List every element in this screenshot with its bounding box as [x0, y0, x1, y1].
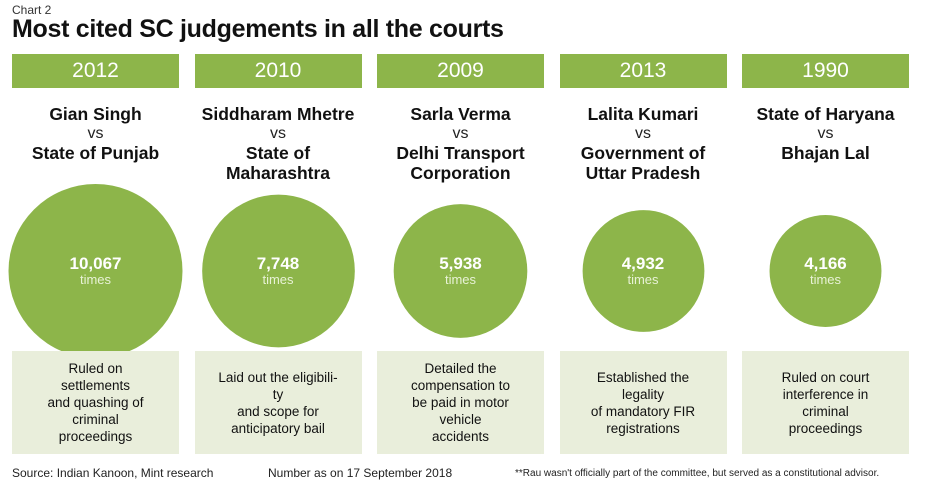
case-name: Gian Singh vs State of Punjab — [6, 104, 185, 163]
summary-line: and quashing of — [47, 395, 144, 410]
versus-label: vs — [87, 125, 104, 142]
summary-line: Ruled on — [68, 361, 123, 376]
summary-line: vehicle — [439, 412, 482, 427]
petitioner-name: State of Haryana — [756, 104, 895, 124]
judgement-column: 2010 Siddharam Mhetre vs State of Maharashtr… — [194, 54, 362, 454]
source-note: Source: Indian Kanoon, Mint research — [12, 466, 214, 480]
judgement-columns: 2012 Gian Singh vs State of Punjab 10,067 tim… — [8, 54, 909, 454]
year-label: 2010 — [194, 54, 362, 88]
summary-line: registrations — [606, 420, 680, 436]
summary-line: criminal — [802, 403, 849, 419]
respondent-name: State of Punjab — [31, 143, 160, 163]
summary-line: anticipatory bail — [231, 420, 325, 436]
summary-text: Ruled on settlements and quashing of crimin… — [21, 360, 171, 445]
summary-line: proceedings — [58, 429, 133, 444]
count-value: 5,938 — [439, 254, 482, 273]
summary-line: accidents — [431, 429, 490, 444]
bubble-svg — [201, 194, 355, 348]
summary-line: be paid in motor — [412, 395, 509, 410]
petitioner-name: Siddharam Mhetre — [201, 104, 355, 124]
citation-count: 10,067 times — [36, 254, 156, 287]
judgement-column: 2013 Lalita Kumari vs Government of Uttar Pr… — [559, 54, 727, 454]
versus-label: vs — [635, 125, 651, 142]
summary-line: interference in — [782, 386, 869, 402]
bubble-svg — [582, 210, 704, 332]
case-name: State of Haryana vs Bhajan Lal — [736, 104, 915, 163]
respondent-name: Uttar Pradesh — [585, 163, 701, 183]
footnote: **Rau wasn't officially part of the comm… — [515, 468, 880, 479]
count-value: 4,166 — [804, 254, 847, 273]
summary-line: criminal — [72, 412, 119, 427]
count-value: 7,748 — [256, 254, 300, 273]
respondent-name: Delhi Transport — [396, 143, 525, 163]
respondent-name: Bhajan Lal — [781, 143, 870, 163]
versus-label: vs — [452, 125, 469, 142]
count-unit: times — [444, 272, 477, 287]
citation-bubble — [582, 210, 704, 332]
summary-panel: Ruled on court interference in criminal pro… — [742, 351, 909, 454]
summary-panel: Laid out the eligibili-ty and scope for an… — [194, 351, 362, 454]
case-name: Sarla Verma vs Delhi Transport Corporation — [371, 104, 550, 183]
count-unit: times — [79, 272, 112, 287]
summary-line: Established the — [596, 369, 690, 385]
bubble-svg — [393, 204, 528, 338]
summary-text: Ruled on court interference in criminal pro… — [751, 369, 901, 437]
citation-bubble — [8, 184, 183, 358]
summary-text: Detailed the compensation to be paid in mo… — [386, 360, 536, 445]
summary-panel: Established the legality of mandatory FIR r… — [559, 351, 727, 454]
citation-count: 5,938 times — [401, 254, 521, 287]
count-unit: times — [262, 272, 294, 287]
versus-label: vs — [270, 125, 286, 142]
summary-line: settlements — [60, 378, 131, 393]
petitioner-name: Gian Singh — [49, 104, 142, 124]
year-label: 1990 — [742, 54, 909, 88]
versus-label: vs — [817, 125, 834, 142]
year-label: 2013 — [559, 54, 727, 88]
summary-line: legality — [621, 386, 665, 402]
judgement-column: 2012 Gian Singh vs State of Punjab 10,067 tim… — [8, 54, 183, 454]
respondent-name: State of — [245, 143, 311, 163]
summary-line: Ruled on court — [781, 369, 870, 385]
summary-panel: Detailed the compensation to be paid in mo… — [377, 351, 544, 454]
citation-bubble — [201, 194, 355, 348]
citation-count: 7,748 times — [218, 254, 338, 287]
date-note: Number as on 17 September 2018 — [268, 466, 453, 480]
judgement-column: 1990 State of Haryana vs Bhajan Lal 4,166 tim… — [742, 54, 909, 454]
count-value: 10,067 — [69, 254, 122, 273]
summary-line: and scope for — [237, 403, 319, 419]
case-name: Siddharam Mhetre vs State of Maharashtra — [189, 104, 368, 183]
petitioner-name: Sarla Verma — [410, 104, 511, 124]
summary-line: of mandatory FIR — [590, 403, 696, 419]
summary-text: Established the legality of mandatory FIR r… — [568, 369, 718, 437]
citation-bubble — [393, 204, 528, 338]
judgement-column: 2009 Sarla Verma vs Delhi Transport Corporat… — [377, 54, 544, 454]
citation-count: 4,166 times — [766, 254, 886, 287]
count-unit: times — [809, 272, 842, 287]
respondent-name: Government of — [580, 143, 706, 163]
respondent-name: Maharashtra — [225, 163, 331, 183]
case-name: Lalita Kumari vs Government of Uttar Prades… — [554, 104, 733, 183]
summary-line: ty — [272, 386, 284, 402]
summary-panel: Ruled on settlements and quashing of crimin… — [12, 351, 179, 454]
summary-line: compensation to — [410, 378, 511, 393]
summary-text: Laid out the eligibili-ty and scope for an… — [203, 369, 353, 437]
count-unit: times — [627, 272, 659, 287]
chart-title: Most cited SC judgements in all the cour… — [12, 15, 504, 43]
petitioner-name: Lalita Kumari — [587, 104, 699, 124]
chart-tag: Chart 2 — [12, 3, 52, 17]
bubble-svg — [8, 184, 183, 358]
summary-line: proceedings — [788, 420, 863, 436]
bubble-svg — [769, 215, 882, 327]
year-label: 2009 — [377, 54, 544, 88]
count-value: 4,932 — [621, 254, 665, 273]
citation-bubble — [769, 215, 882, 327]
year-label: 2012 — [12, 54, 179, 88]
summary-line: Laid out the eligibili- — [218, 369, 338, 385]
respondent-name: Corporation — [410, 163, 511, 183]
citation-count: 4,932 times — [583, 254, 703, 287]
summary-line: Detailed the — [424, 361, 497, 376]
